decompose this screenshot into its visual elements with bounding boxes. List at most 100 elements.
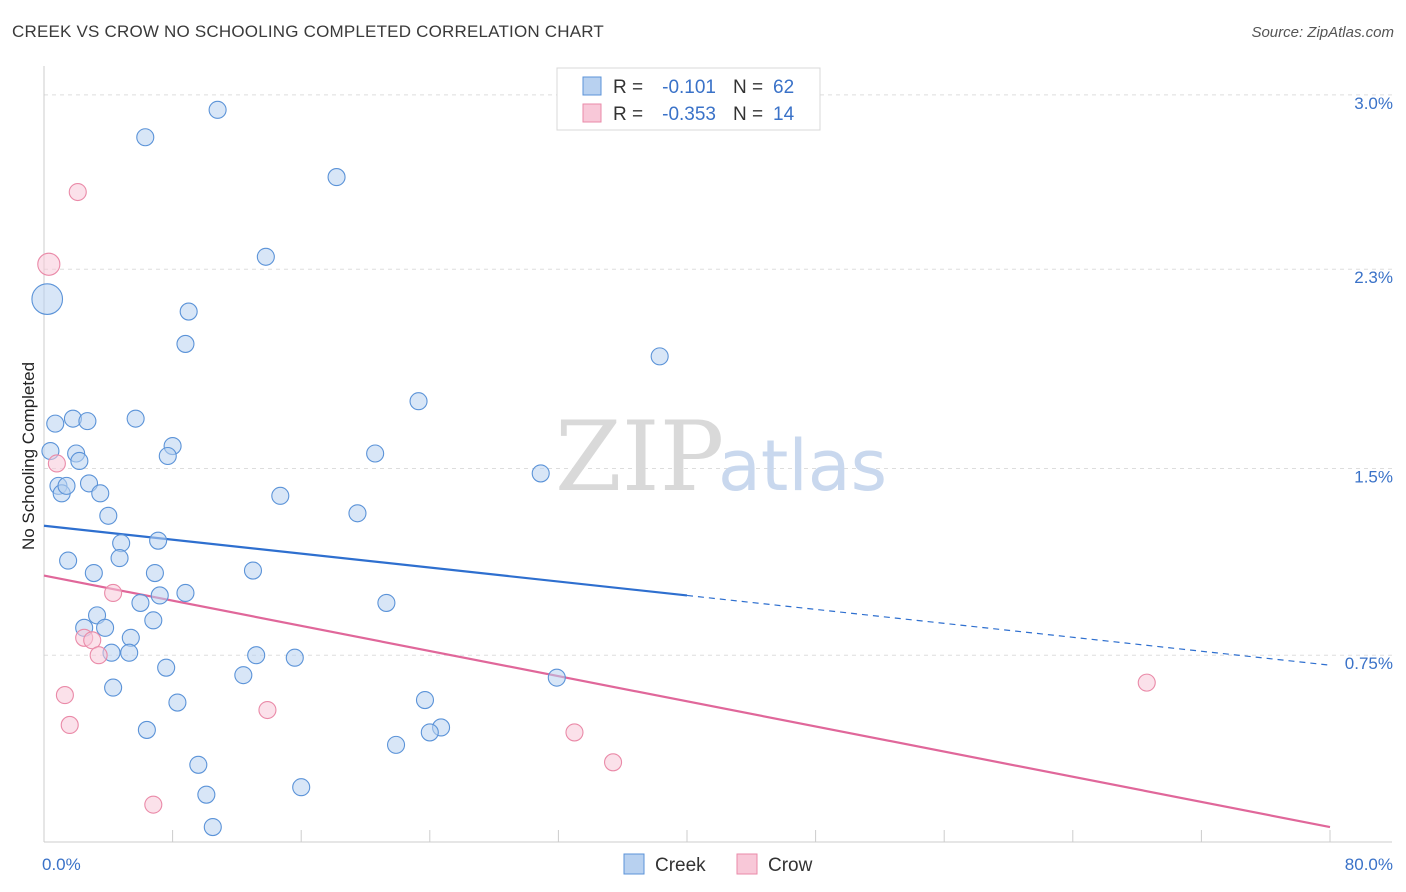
crow-point-10 bbox=[565, 723, 584, 742]
creek-point-28 bbox=[112, 534, 131, 553]
creek-point-60 bbox=[197, 785, 216, 804]
creek-point-61 bbox=[203, 818, 222, 837]
legend-n-label-1: N = bbox=[733, 104, 763, 125]
x-tick-label-0: 0.0% bbox=[42, 855, 81, 874]
creek-point-56 bbox=[420, 723, 439, 742]
x-tick-label-1: 80.0% bbox=[1345, 855, 1393, 874]
watermark-zip: ZIP bbox=[555, 401, 724, 513]
crow-point-0 bbox=[37, 252, 61, 276]
creek-point-15 bbox=[70, 451, 89, 471]
legend-n-label-0: N = bbox=[733, 77, 763, 98]
legend-n-value-1: 14 bbox=[773, 104, 795, 125]
creek-point-22 bbox=[57, 476, 76, 495]
creek-point-36 bbox=[176, 583, 195, 603]
watermark: ZIP atlas bbox=[555, 401, 887, 513]
creek-point-29 bbox=[149, 531, 168, 550]
legend-swatch-crow bbox=[582, 103, 602, 123]
crow-point-1 bbox=[68, 182, 87, 202]
creek-point-54 bbox=[137, 720, 156, 739]
creek-point-35 bbox=[150, 586, 169, 605]
creek-point-37 bbox=[131, 593, 150, 612]
creek-point-42 bbox=[96, 618, 115, 637]
creek-point-17 bbox=[158, 446, 177, 466]
creek-point-40 bbox=[144, 611, 163, 630]
creek-point-57 bbox=[386, 735, 406, 754]
creek-point-7 bbox=[650, 347, 669, 366]
creek-point-9 bbox=[46, 414, 65, 433]
creek-point-27 bbox=[99, 506, 118, 525]
creek-point-34 bbox=[145, 563, 164, 583]
creek-point-30 bbox=[59, 551, 78, 570]
legend-r-value-1: -0.353 bbox=[662, 104, 716, 125]
legend-swatch-creek bbox=[582, 76, 602, 96]
creek-point-46 bbox=[247, 646, 266, 665]
crow-point-8 bbox=[258, 700, 277, 720]
creek-point-18 bbox=[366, 444, 385, 463]
creek-point-43 bbox=[121, 628, 140, 647]
series-legend-label-creek: Creek bbox=[655, 855, 706, 876]
creek-point-49 bbox=[234, 666, 253, 685]
creek-point-24 bbox=[91, 484, 110, 503]
creek-point-31 bbox=[110, 549, 129, 568]
chart-title: CREEK VS CROW NO SCHOOLING COMPLETED COR… bbox=[12, 22, 605, 41]
creek-point-2 bbox=[136, 128, 155, 147]
crow-point-13 bbox=[1137, 673, 1156, 692]
creek-point-45 bbox=[120, 643, 139, 662]
crow-point-5 bbox=[83, 631, 102, 650]
y-tick-label-3: 3.0% bbox=[1354, 94, 1393, 113]
legend-r-label-1: R = bbox=[613, 104, 643, 125]
creek-point-8 bbox=[409, 392, 428, 411]
watermark-atlas: atlas bbox=[718, 425, 887, 507]
creek-point-33 bbox=[84, 563, 103, 583]
y-axis-title: No Schooling Completed bbox=[19, 362, 38, 550]
trend-line-crow bbox=[43, 574, 1331, 829]
creek-point-58 bbox=[189, 755, 208, 774]
crow-point-6 bbox=[89, 646, 108, 665]
creek-point-11 bbox=[78, 412, 97, 431]
data-points bbox=[31, 100, 1156, 837]
legend-n-value-0: 62 bbox=[773, 77, 794, 98]
crow-point-9 bbox=[60, 715, 79, 735]
creek-point-59 bbox=[292, 778, 311, 797]
correlation-legend: R = -0.101 N = 62 R = -0.353 N = 14 bbox=[556, 67, 821, 131]
creek-point-6 bbox=[176, 334, 195, 353]
x-tick-labels: 0.0% 80.0% bbox=[42, 855, 1393, 874]
creek-point-4 bbox=[256, 247, 275, 266]
creek-point-1 bbox=[208, 100, 227, 119]
series-legend-label-crow: Crow bbox=[768, 855, 813, 876]
creek-point-52 bbox=[168, 693, 187, 712]
creek-point-26 bbox=[348, 504, 367, 523]
creek-point-38 bbox=[377, 593, 396, 612]
series-legend-swatch-creek bbox=[623, 853, 645, 875]
trend-line-creek-extension bbox=[686, 594, 1331, 666]
creek-point-51 bbox=[104, 678, 123, 697]
series-legend: Creek Crow bbox=[623, 853, 813, 876]
y-tick-labels: 0.75% 1.5% 2.3% 3.0% bbox=[1345, 94, 1393, 673]
crow-point-11 bbox=[604, 753, 623, 772]
creek-point-19 bbox=[531, 464, 550, 483]
creek-point-53 bbox=[415, 691, 435, 710]
creek-point-5 bbox=[179, 302, 198, 321]
y-tick-label-2: 2.3% bbox=[1354, 268, 1393, 287]
creek-point-3 bbox=[327, 168, 346, 187]
chart-source: Source: ZipAtlas.com bbox=[1251, 24, 1394, 41]
crow-point-7 bbox=[55, 686, 74, 705]
creek-point-47 bbox=[285, 648, 304, 667]
gridlines bbox=[44, 94, 1392, 656]
legend-r-value-0: -0.101 bbox=[662, 77, 716, 98]
crow-point-3 bbox=[104, 583, 123, 603]
series-legend-swatch-crow bbox=[736, 853, 758, 875]
y-tick-label-1: 1.5% bbox=[1354, 467, 1393, 486]
creek-point-12 bbox=[126, 409, 145, 428]
creek-point-0 bbox=[31, 283, 64, 315]
creek-point-48 bbox=[157, 658, 176, 677]
creek-point-50 bbox=[547, 668, 566, 687]
crow-point-12 bbox=[144, 795, 163, 814]
creek-point-32 bbox=[243, 561, 263, 580]
creek-point-25 bbox=[271, 486, 290, 505]
trend-line-creek bbox=[43, 524, 688, 597]
legend-r-label-0: R = bbox=[613, 77, 643, 98]
crow-point-2 bbox=[47, 454, 66, 473]
y-tick-label-0: 0.75% bbox=[1345, 654, 1393, 673]
